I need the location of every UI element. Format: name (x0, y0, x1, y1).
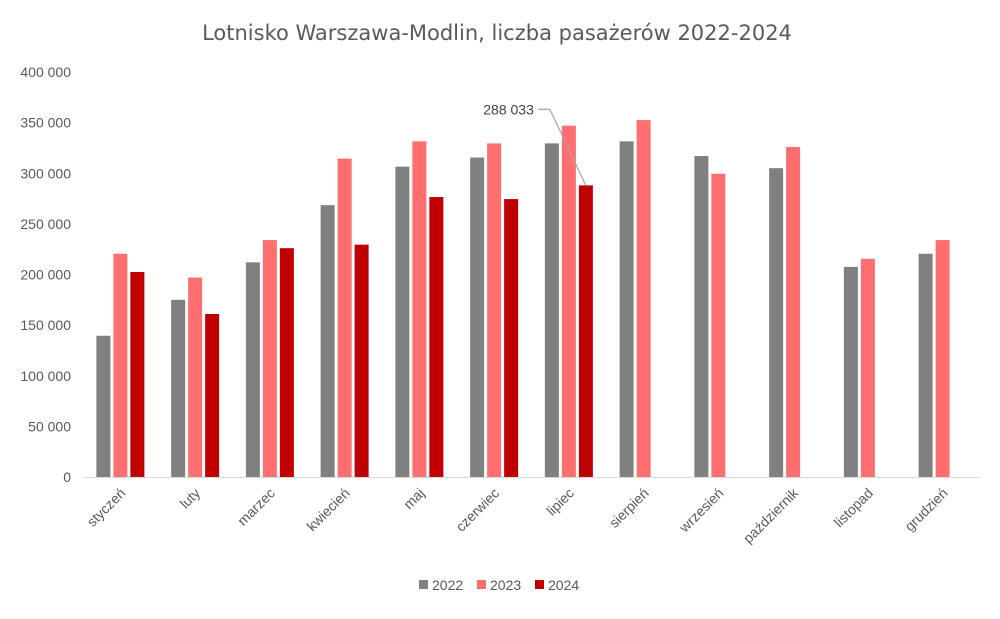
y-tick-label: 100 000 (20, 368, 71, 384)
bar-2023-luty (188, 277, 203, 477)
bar-2024-luty (205, 313, 220, 477)
x-tick-label: marzec (234, 485, 278, 529)
bar-2022-luty (171, 299, 186, 477)
bar-2022-kwiecień (320, 205, 335, 478)
bar-2023-sierpień (636, 120, 651, 477)
y-tick-label: 0 (63, 469, 71, 485)
legend-swatch-2023 (477, 580, 486, 589)
bar-2023-grudzień (935, 240, 950, 477)
bar-2022-październik (769, 168, 784, 477)
x-tick-label: maj (400, 485, 427, 512)
legend-label: 2023 (490, 577, 521, 593)
bar-2023-maj (412, 141, 427, 477)
bar-2022-grudzień (918, 253, 933, 477)
bar-2022-sierpień (619, 141, 634, 477)
legend-label: 2024 (548, 577, 579, 593)
bar-2023-czerwiec (487, 143, 502, 477)
y-tick-label: 300 000 (20, 165, 71, 181)
x-tick-label: czerwiec (452, 485, 502, 535)
x-axis: styczeń luty marzec kwiecień maj czerwiec lipi… (84, 484, 951, 546)
y-tick-label: 350 000 (20, 115, 71, 131)
x-tick-label: styczeń (84, 485, 129, 530)
legend-label: 2022 (432, 577, 463, 593)
bar-2022-czerwiec (470, 157, 485, 477)
y-tick-label: 50 000 (28, 418, 71, 434)
bar-2024-maj (429, 197, 444, 477)
bar-2024-lipiec (578, 185, 593, 478)
bar-2022-maj (395, 166, 410, 477)
x-tick-label: sierpień (606, 485, 652, 531)
y-tick-label: 400 000 (20, 64, 71, 80)
bar-2024-czerwiec (504, 199, 519, 477)
y-tick-label: 150 000 (20, 317, 71, 333)
y-tick-label: 250 000 (20, 216, 71, 232)
chart-title: Lotnisko Warszawa-Modlin, liczba pasażer… (202, 21, 792, 45)
bar-2023-wrzesień (711, 173, 726, 477)
bar-2023-marzec (262, 240, 277, 477)
y-tick-label: 200 000 (20, 267, 71, 283)
legend: 2022 2023 2024 (419, 577, 579, 593)
data-label-annotation: 288 033 (483, 101, 534, 117)
bar-2023-październik (786, 146, 801, 478)
bar-2024-styczeń (130, 271, 145, 477)
bar-2022-listopad (843, 266, 858, 477)
bar-2022-wrzesień (694, 156, 709, 477)
bar-2023-styczeń (113, 253, 128, 477)
x-tick-label: lipiec (543, 485, 577, 519)
bar-2022-marzec (245, 262, 260, 477)
legend-swatch-2024 (535, 580, 544, 589)
annotations: 288 033 (483, 101, 587, 186)
bar-2024-kwiecień (354, 244, 369, 477)
x-tick-label: listopad (831, 485, 876, 530)
bar-2023-kwiecień (337, 158, 352, 477)
y-axis: 0 50 000 100 000 150 000 200 000 250 000 300 0… (20, 64, 71, 485)
bars (96, 120, 950, 478)
bar-2024-marzec (279, 248, 294, 477)
x-tick-label: luty (177, 485, 204, 512)
legend-swatch-2022 (419, 580, 428, 589)
x-tick-label: wrzesień (675, 485, 726, 536)
bar-2022-styczeń (96, 335, 111, 477)
bar-2023-lipiec (561, 125, 576, 477)
bar-2022-lipiec (544, 143, 559, 477)
x-tick-label: kwiecień (303, 485, 352, 534)
bar-2023-listopad (860, 258, 875, 477)
x-tick-label: grudzień (901, 485, 950, 534)
x-tick-label: październik (740, 484, 802, 546)
annotation-leader-line (537, 108, 587, 186)
